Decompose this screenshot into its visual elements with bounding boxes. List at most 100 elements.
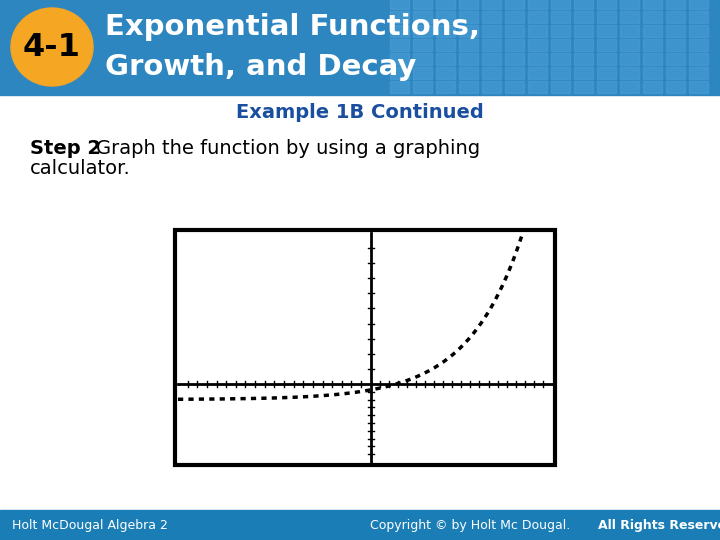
Bar (528, 25, 547, 37)
Bar (551, 11, 570, 23)
Text: calculator.: calculator. (30, 159, 131, 178)
Bar (0, 510, 720, 540)
Bar (505, 67, 524, 79)
Bar (482, 25, 501, 37)
Bar (666, 0, 685, 9)
Bar (413, 39, 432, 51)
Bar (413, 53, 432, 65)
Bar (482, 11, 501, 23)
Bar (482, 0, 501, 9)
Bar (666, 67, 685, 79)
Text: 4-1: 4-1 (23, 31, 81, 63)
Bar (574, 25, 593, 37)
Text: Step 2: Step 2 (30, 138, 101, 158)
Bar (505, 0, 524, 9)
Bar (574, 11, 593, 23)
Bar (689, 0, 708, 9)
Bar (620, 11, 639, 23)
Bar (390, 25, 409, 37)
Bar (413, 81, 432, 93)
Bar (689, 25, 708, 37)
Bar (413, 25, 432, 37)
Bar (528, 39, 547, 51)
Bar (390, 67, 409, 79)
Bar (436, 53, 455, 65)
Bar (436, 81, 455, 93)
Bar (459, 39, 478, 51)
Bar (551, 81, 570, 93)
Bar (689, 81, 708, 93)
Bar (551, 25, 570, 37)
Bar (505, 81, 524, 93)
Ellipse shape (11, 8, 93, 86)
Bar (643, 11, 662, 23)
Bar (597, 0, 616, 9)
Bar (390, 0, 409, 9)
Bar (413, 11, 432, 23)
Bar (528, 81, 547, 93)
Bar (505, 25, 524, 37)
Bar (666, 81, 685, 93)
Bar (436, 0, 455, 9)
Bar (597, 25, 616, 37)
Bar (482, 81, 501, 93)
Text: Example 1B Continued: Example 1B Continued (236, 103, 484, 122)
Bar (597, 11, 616, 23)
Bar (482, 67, 501, 79)
Bar (643, 39, 662, 51)
Bar (574, 81, 593, 93)
Bar (666, 25, 685, 37)
Bar (620, 53, 639, 65)
Bar (620, 0, 639, 9)
Bar (0, 0, 720, 95)
Text: Holt McDougal Algebra 2: Holt McDougal Algebra 2 (12, 518, 168, 531)
Bar (528, 53, 547, 65)
Bar (482, 39, 501, 51)
Bar (666, 11, 685, 23)
Bar (689, 11, 708, 23)
Bar (643, 25, 662, 37)
Bar (689, 39, 708, 51)
Bar (597, 53, 616, 65)
Bar (390, 81, 409, 93)
Bar (459, 81, 478, 93)
Bar (413, 67, 432, 79)
Bar (643, 67, 662, 79)
Bar (574, 67, 593, 79)
Bar (666, 39, 685, 51)
Bar (620, 67, 639, 79)
Bar (551, 53, 570, 65)
Bar (551, 39, 570, 51)
Bar (459, 0, 478, 9)
Bar (459, 11, 478, 23)
Bar (390, 11, 409, 23)
Bar (175, 230, 555, 465)
Text: All Rights Reserved.: All Rights Reserved. (598, 518, 720, 531)
Bar (666, 53, 685, 65)
Bar (528, 67, 547, 79)
Bar (505, 11, 524, 23)
Bar (689, 53, 708, 65)
Bar (574, 53, 593, 65)
Bar (505, 53, 524, 65)
Text: Copyright © by Holt Mc Dougal.: Copyright © by Holt Mc Dougal. (370, 518, 570, 531)
Bar (459, 53, 478, 65)
Bar (390, 39, 409, 51)
Bar (436, 25, 455, 37)
Bar (597, 39, 616, 51)
Bar (620, 25, 639, 37)
Bar (551, 0, 570, 9)
Bar (436, 67, 455, 79)
Bar (505, 39, 524, 51)
Bar (643, 53, 662, 65)
Bar (643, 0, 662, 9)
Bar (528, 0, 547, 9)
Bar (620, 81, 639, 93)
Bar (482, 53, 501, 65)
Bar (459, 25, 478, 37)
Bar (551, 67, 570, 79)
Bar (620, 39, 639, 51)
Text: Exponential Functions,: Exponential Functions, (105, 13, 480, 41)
Text: Graph the function by using a graphing: Graph the function by using a graphing (96, 138, 480, 158)
Bar (574, 39, 593, 51)
